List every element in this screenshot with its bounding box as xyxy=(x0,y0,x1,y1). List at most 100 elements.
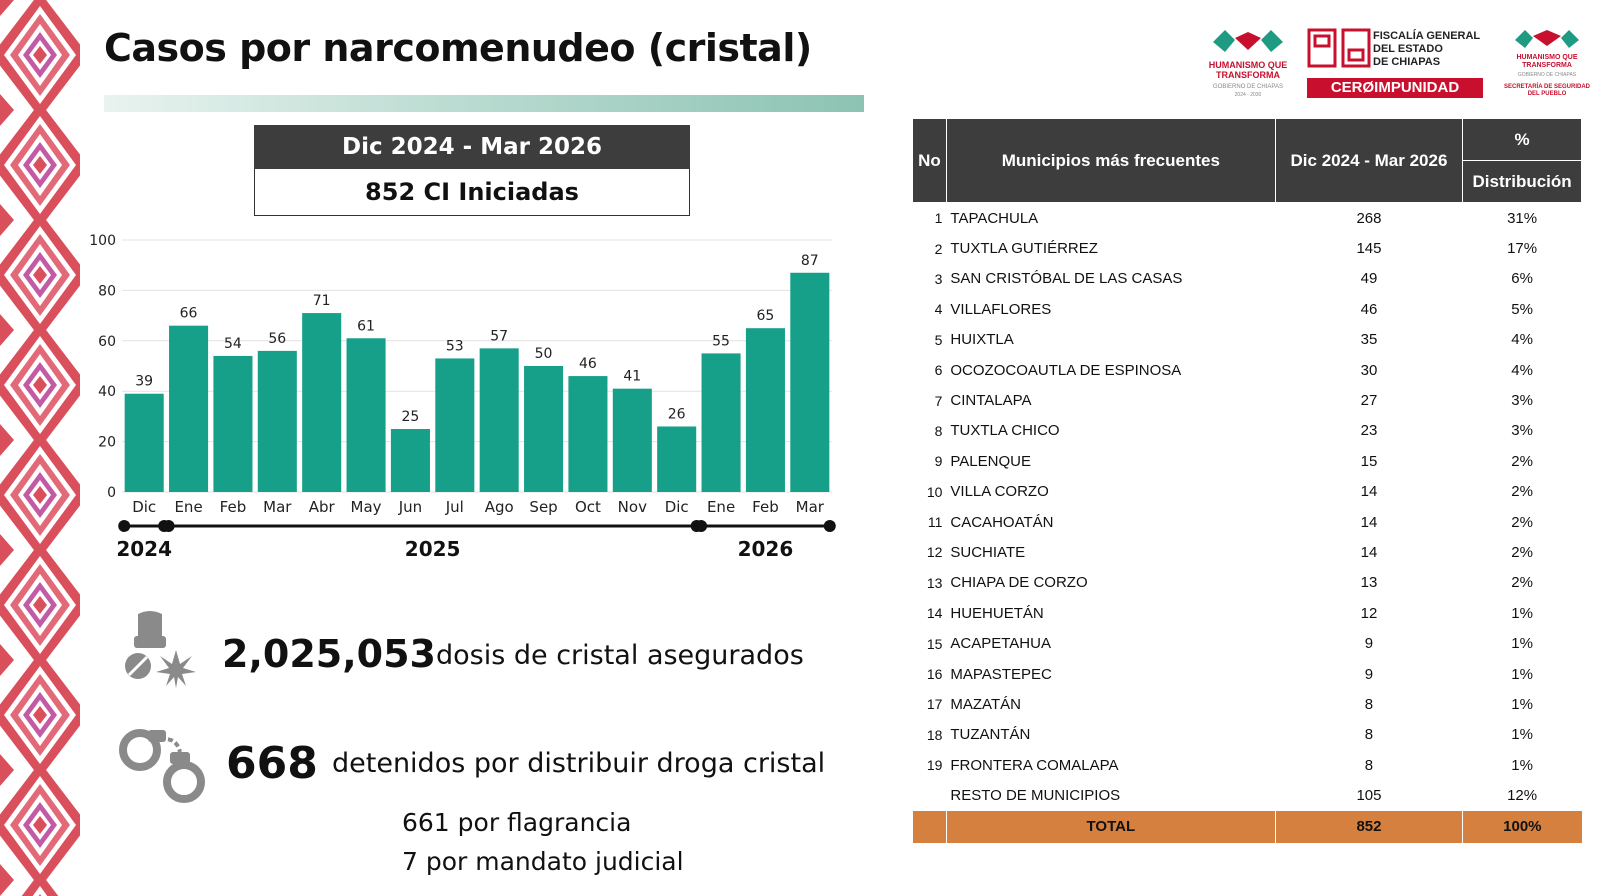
row-number: 13 xyxy=(926,574,943,591)
chart-data-labels: 39 66 54 56 71 61 25 53 57 50 46 41 26 55 65 87 xyxy=(135,253,818,425)
distribution-pct: 6% xyxy=(1511,270,1533,288)
table-row: 1 TAPACHULA 268 31% xyxy=(913,203,1582,234)
bar xyxy=(701,353,741,492)
bar-value-label: 46 xyxy=(579,356,597,372)
fiscalia-line2: DEL ESTADO xyxy=(1373,43,1443,55)
gov-logo-line1: HUMANISMO QUE xyxy=(1208,60,1288,70)
table-row: 11 CACAHOATÁN 14 2% xyxy=(913,507,1582,537)
distribution-pct: 4% xyxy=(1511,331,1533,349)
ssp-line1: HUMANISMO QUE xyxy=(1516,54,1578,61)
bar xyxy=(213,355,253,492)
year-label: 2024 xyxy=(116,537,172,561)
gov-logo-sub: GOBIERNO DE CHIAPAS xyxy=(1213,84,1283,90)
row-number: 16 xyxy=(926,666,943,683)
distribution-pct: 1% xyxy=(1511,756,1533,774)
period-label: Dic 2024 - Mar 2026 xyxy=(254,125,690,169)
case-count: 105 xyxy=(1356,787,1382,805)
arrests-value: 668 xyxy=(226,738,318,789)
municipio-name: TUZANTÁN xyxy=(950,726,1031,744)
municipalities-table: No Municipios más frecuentes Dic 2024 - … xyxy=(912,118,1582,843)
bar-value-label: 66 xyxy=(180,306,198,322)
case-count: 9 xyxy=(1364,665,1374,683)
x-tick-label: Dic xyxy=(665,498,689,516)
arrests-label: detenidos por distribuir droga cristal xyxy=(332,748,826,779)
table-row: 12 SUCHIATE 14 2% xyxy=(913,537,1582,567)
table-row: 4 VILLAFLORES 46 5% xyxy=(913,294,1582,324)
municipio-name: MAPASTEPEC xyxy=(950,665,1052,683)
distribution-pct: 1% xyxy=(1511,695,1533,713)
row-number: 8 xyxy=(934,422,943,439)
drugs-icon xyxy=(120,610,198,688)
y-tick-label: 80 xyxy=(98,283,116,299)
municipio-name: MAZATÁN xyxy=(950,695,1021,713)
row-number xyxy=(913,780,947,810)
case-count: 145 xyxy=(1356,240,1382,258)
table-row: 9 PALENQUE 15 2% xyxy=(913,446,1582,476)
decorative-border xyxy=(0,0,80,896)
case-count: 268 xyxy=(1356,209,1382,227)
x-tick-label: Ene xyxy=(707,498,735,516)
gov-logo-line2: TRANSFORMA xyxy=(1216,70,1280,80)
distribution-pct: 1% xyxy=(1511,665,1533,683)
municipio-name: TUXTLA GUTIÉRREZ xyxy=(950,240,1098,258)
x-tick-label: May xyxy=(351,498,382,516)
table-row: 18 TUZANTÁN 8 1% xyxy=(913,720,1582,750)
row-number: 5 xyxy=(934,331,943,348)
bar xyxy=(568,376,608,492)
case-count: 35 xyxy=(1360,331,1378,349)
row-number: 14 xyxy=(926,605,943,622)
bar-value-label: 50 xyxy=(535,346,553,362)
mandato-label: 7 por mandato judicial xyxy=(402,847,684,876)
row-number: 18 xyxy=(926,726,943,743)
case-count: 12 xyxy=(1360,604,1378,622)
bar xyxy=(435,358,475,492)
municipio-name: ACAPETAHUA xyxy=(950,635,1051,653)
case-count: 23 xyxy=(1360,422,1378,440)
fiscalia-line1: FISCALÍA GENERAL xyxy=(1373,30,1481,42)
bar xyxy=(169,325,209,492)
x-tick-label: Feb xyxy=(752,498,779,516)
x-tick-label: Jun xyxy=(398,498,422,516)
distribution-pct: 1% xyxy=(1511,635,1533,653)
y-tick-label: 20 xyxy=(98,435,116,451)
bar xyxy=(124,393,164,492)
bar-value-label: 54 xyxy=(224,336,242,352)
total-value: 852 xyxy=(1274,810,1463,843)
gov-logo-years: 2024 - 2030 xyxy=(1234,92,1262,98)
distribution-pct: 3% xyxy=(1511,392,1533,410)
case-count: 8 xyxy=(1364,756,1374,774)
bar-value-label: 71 xyxy=(313,293,331,309)
flagrancia-label: 661 por flagrancia xyxy=(402,808,632,837)
bar xyxy=(479,348,519,492)
row-number: 11 xyxy=(927,514,943,531)
case-count: 46 xyxy=(1360,300,1378,318)
year-range-dot xyxy=(823,520,836,532)
row-number: 1 xyxy=(934,210,943,227)
title-underline xyxy=(104,95,864,112)
x-tick-label: Ago xyxy=(485,498,514,516)
ssp-humanismo-icon xyxy=(1515,30,1579,48)
table-row: 10 VILLA CORZO 14 2% xyxy=(913,477,1582,507)
ssp-sub: GOBIERNO DE CHIAPAS xyxy=(1517,72,1577,78)
distribution-pct: 2% xyxy=(1511,574,1533,592)
y-tick-label: 40 xyxy=(98,384,116,400)
case-count: 8 xyxy=(1364,695,1374,713)
distribution-pct: 2% xyxy=(1511,513,1533,531)
table-row: 2 TUXTLA GUTIÉRREZ 145 17% xyxy=(913,233,1582,263)
table-row: 17 MAZATÁN 8 1% xyxy=(913,689,1582,719)
row-number: 6 xyxy=(934,362,943,379)
bar xyxy=(790,272,830,492)
municipio-name: RESTO DE MUNICIPIOS xyxy=(950,787,1121,805)
ci-initiated-label: 852 CI Iniciadas xyxy=(254,169,690,216)
y-tick-label: 0 xyxy=(107,485,116,501)
table-row: 13 CHIAPA DE CORZO 13 2% xyxy=(913,568,1582,598)
municipio-name: CACAHOATÁN xyxy=(950,513,1054,531)
row-number: 19 xyxy=(926,757,943,774)
table-row: 16 MAPASTEPEC 9 1% xyxy=(913,659,1582,689)
bar-value-label: 53 xyxy=(446,338,464,354)
total-label: TOTAL xyxy=(945,810,1276,843)
table-row: 15 ACAPETAHUA 9 1% xyxy=(913,628,1582,658)
x-tick-label: Oct xyxy=(575,498,601,516)
bar xyxy=(257,350,297,492)
case-count: 30 xyxy=(1360,361,1378,379)
